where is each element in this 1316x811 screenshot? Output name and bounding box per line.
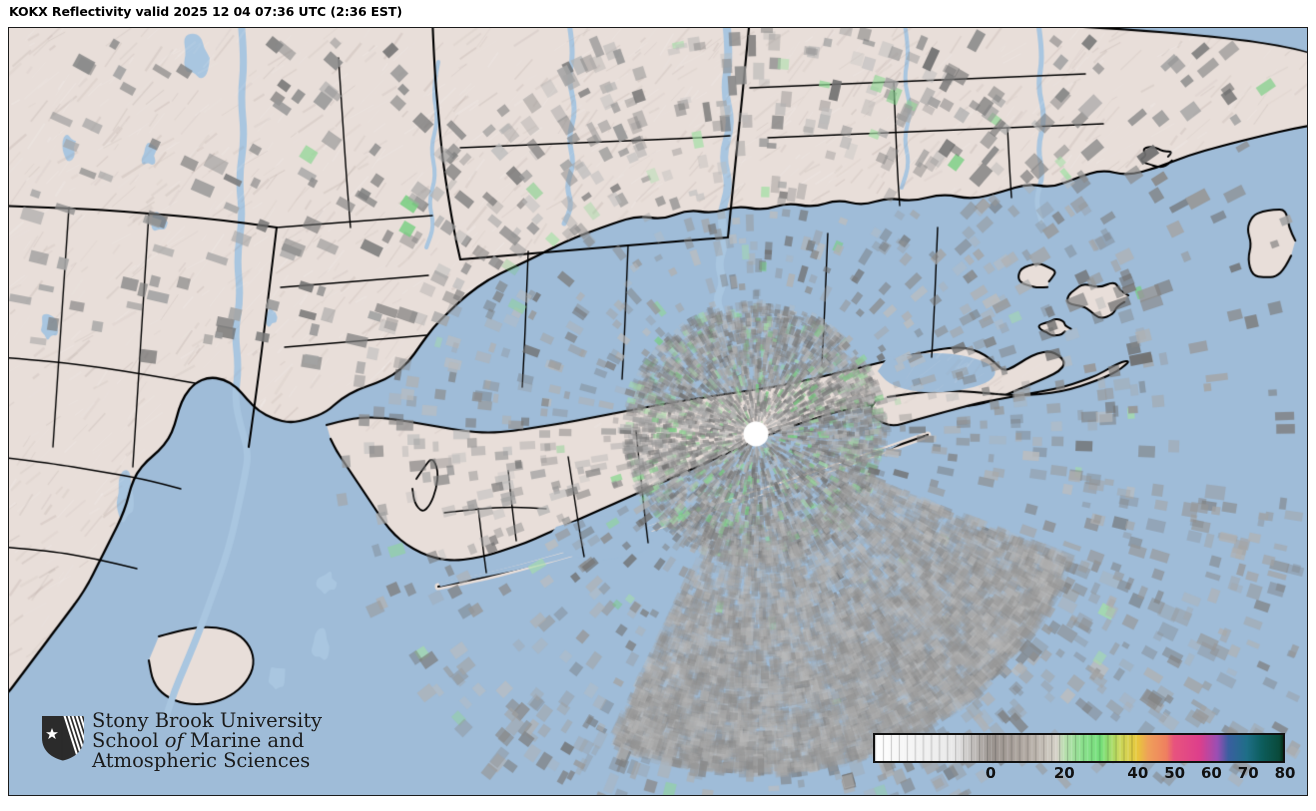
colorbar-tick-70: 70 [1237, 764, 1259, 782]
colorbar-gradient-box [873, 733, 1285, 763]
logo-text-block: Stony Brook University School of Marine … [92, 711, 340, 771]
logo-line-2-pre: School [92, 728, 165, 752]
colorbar-tick-20: 20 [1053, 764, 1075, 782]
colorbar-tick-0: 0 [985, 764, 996, 782]
map-frame[interactable] [8, 27, 1308, 796]
stony-brook-shield-icon [42, 716, 84, 761]
logo-line-3: Atmospheric Sciences [92, 748, 311, 772]
stony-brook-logo: Stony Brook University School of Marine … [40, 711, 340, 789]
logo-line-2-italic: of [164, 728, 184, 752]
colorbar-tick-60: 60 [1200, 764, 1222, 782]
page-title: KOKX Reflectivity valid 2025 12 04 07:36… [9, 4, 403, 19]
reflectivity-colorbar: 0 20 40 50 60 70 80 [873, 733, 1295, 791]
radar-map-canvas[interactable] [9, 28, 1307, 795]
colorbar-tick-50: 50 [1164, 764, 1186, 782]
colorbar-tick-labels: 0 20 40 50 60 70 80 [873, 764, 1295, 790]
logo-line-2-post: Marine and [183, 728, 305, 752]
logo-line-2: School of Marine and [92, 728, 340, 752]
colorbar-tick-80: 80 [1274, 764, 1296, 782]
colorbar-canvas [875, 735, 1283, 761]
colorbar-tick-40: 40 [1127, 764, 1149, 782]
logo-line-1: Stony Brook University [92, 709, 323, 732]
